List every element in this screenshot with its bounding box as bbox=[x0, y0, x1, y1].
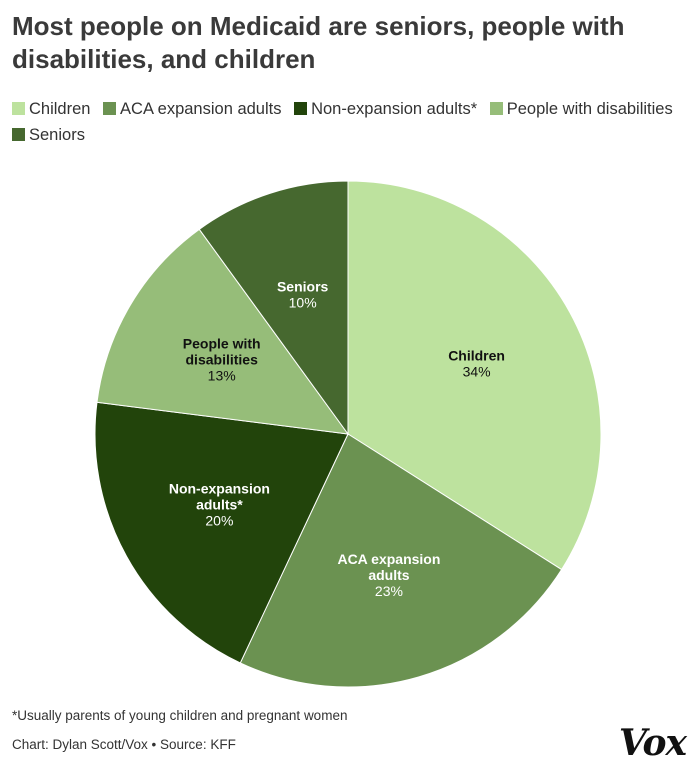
chart-legend: Children ACA expansion adults Non-expans… bbox=[12, 96, 684, 148]
pie-slice bbox=[347, 180, 602, 571]
legend-label: ACA expansion adults bbox=[120, 100, 282, 118]
chart-title: Most people on Medicaid are seniors, peo… bbox=[12, 11, 625, 74]
legend-swatch bbox=[489, 102, 503, 115]
slice-label: People with bbox=[183, 335, 261, 351]
slice-value-label: 20% bbox=[205, 513, 233, 529]
pie-slice bbox=[94, 401, 349, 664]
legend-swatch bbox=[294, 102, 308, 115]
legend-label: Non-expansion adults* bbox=[311, 100, 478, 118]
slice-label: adults* bbox=[196, 497, 243, 513]
slice-value-label: 23% bbox=[375, 583, 403, 599]
legend-item: Children bbox=[12, 100, 90, 118]
legend-swatch bbox=[103, 102, 117, 115]
pie-slice bbox=[239, 433, 563, 688]
legend-item: People with disabilities bbox=[489, 100, 673, 118]
vox-logo: Vox bbox=[618, 722, 687, 764]
legend-swatch bbox=[12, 102, 25, 115]
legend-item: ACA expansion adults bbox=[103, 100, 282, 118]
slice-label: Seniors bbox=[277, 278, 329, 294]
legend-label: Seniors bbox=[29, 126, 85, 144]
slice-value-label: 34% bbox=[463, 363, 491, 379]
slice-label: adults bbox=[368, 567, 409, 583]
source-credit: Chart: Dylan Scott/Vox • Source: KFF bbox=[12, 737, 236, 752]
slice-label: disabilities bbox=[186, 351, 259, 367]
legend-label: Children bbox=[29, 100, 91, 118]
legend-item: Seniors bbox=[12, 126, 85, 144]
footnote: *Usually parents of young children and p… bbox=[12, 708, 348, 723]
pie-slice bbox=[198, 180, 349, 436]
pie-slice bbox=[96, 228, 350, 435]
slice-label: Non-expansion bbox=[169, 481, 270, 497]
legend-swatch bbox=[12, 128, 25, 141]
pie-chart: Children 34% ACA expansion adults 23% Non-exp… bbox=[0, 160, 696, 720]
slice-label: Children bbox=[448, 347, 505, 363]
slice-value-label: 13% bbox=[208, 367, 236, 383]
slice-value-label: 10% bbox=[289, 294, 317, 310]
slice-label: ACA expansion bbox=[337, 551, 440, 567]
legend-item: Non-expansion adults* bbox=[294, 100, 477, 118]
legend-label: People with disabilities bbox=[506, 100, 673, 118]
